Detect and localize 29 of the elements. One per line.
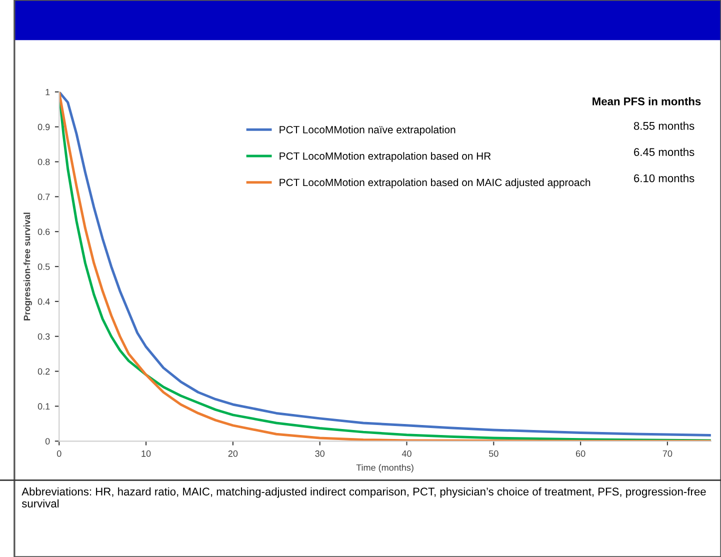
y-tick-label: 0.7 <box>38 194 50 200</box>
y-tick-label: 0.9 <box>38 124 50 130</box>
y-tick-label: 0 <box>45 438 50 445</box>
annotation: Mean PFS in months <box>592 97 701 106</box>
y-tick-label: 0.1 <box>38 403 50 410</box>
annotation: 6.45 months <box>634 148 694 156</box>
y-tick-label: 0.6 <box>38 228 50 235</box>
legend-label: PCT LocoMMotion naïve extrapolation <box>280 126 456 136</box>
x-tick-label: 50 <box>488 450 498 457</box>
y-tick-label: 0.2 <box>38 368 50 375</box>
y-tick-label: 0.4 <box>38 298 50 305</box>
y-tick-label: 0.3 <box>38 333 50 340</box>
x-tick-label: 70 <box>662 450 672 457</box>
x-tick-label: 0 <box>56 450 62 457</box>
y-tick-label: 1 <box>46 88 50 96</box>
x-tick-label: 40 <box>402 450 412 457</box>
text: Abbreviations: HR, hazard ratio, MAIC, matching-adjusted indirect comparison, PCT, physician’s choice of treatment, PFS, progression-free survival <box>22 487 706 508</box>
annotation: 6.10 months <box>634 174 694 182</box>
x-tick-label: 10 <box>142 450 151 457</box>
x-tick-label: 20 <box>228 450 238 457</box>
y-axis-title: Progression-free survival <box>24 212 32 320</box>
x-tick-label: 60 <box>576 450 586 457</box>
x-tick-label: 30 <box>315 450 325 457</box>
x-axis-title: Time (months) <box>356 464 414 473</box>
y-tick-label: 0.8 <box>38 158 50 166</box>
legend-label: PCT LocoMMotion extrapolation based on HR <box>280 152 491 162</box>
annotation: 8.55 months <box>634 122 694 130</box>
y-tick-label: 0.5 <box>38 263 50 270</box>
legend-label: PCT LocoMMotion extrapolation based on MAIC adjusted approach <box>280 178 590 188</box>
